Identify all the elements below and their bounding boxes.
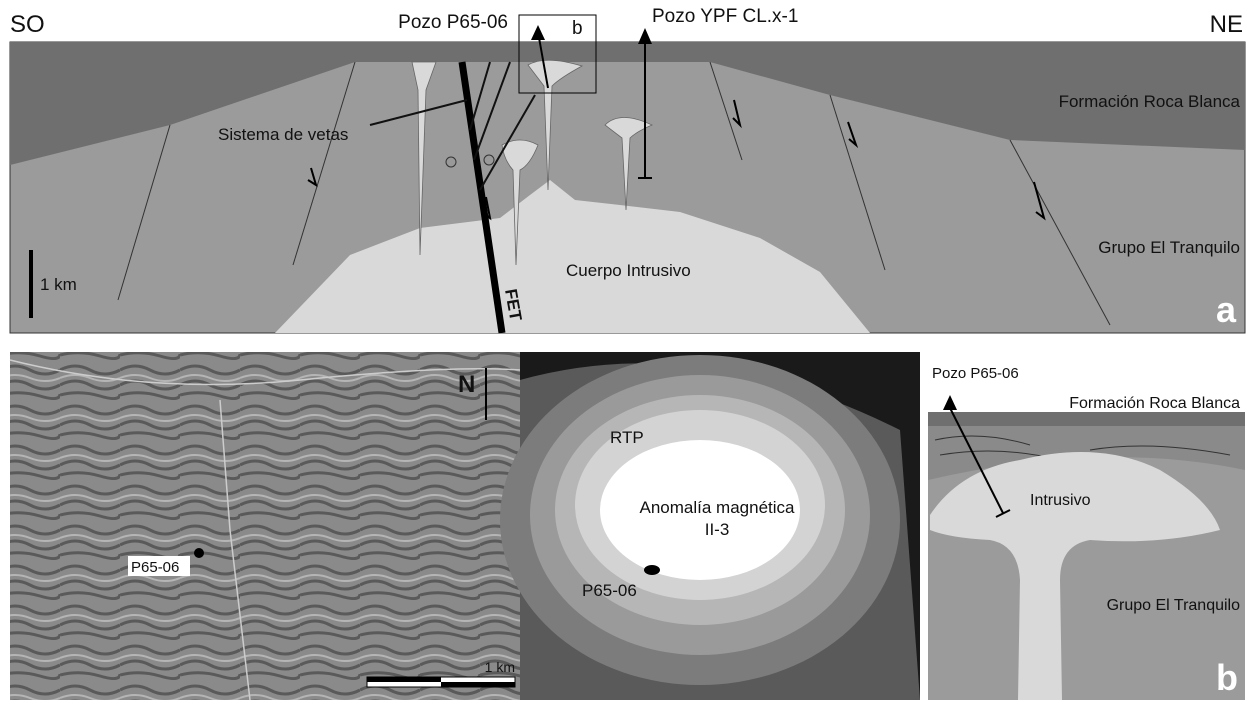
figure: SO NE Pozo P65-06 b Pozo YPF CL.x-1 Form… — [0, 0, 1254, 700]
detail-section: Pozo P65-06 Formación Roca Blanca Intrus… — [928, 365, 1245, 700]
intrusive-label: Intrusivo — [1030, 492, 1091, 509]
well-label: Pozo YPF CL.x-1 — [652, 6, 798, 27]
image-background — [10, 352, 520, 700]
satellite-image: P65-06 N 1 km — [10, 352, 520, 700]
movement-symbol — [446, 157, 456, 167]
well-point — [194, 548, 204, 558]
scale-label: 1 km — [40, 275, 77, 294]
unit-label: Formación Roca Blanca — [1059, 92, 1241, 111]
unit-label: Grupo El Tranquilo — [1098, 238, 1240, 257]
right-label: NE — [1210, 11, 1243, 38]
panel-letter: b — [1216, 657, 1238, 698]
veins-label: Sistema de vetas — [218, 125, 348, 144]
north-label: N — [458, 371, 475, 398]
magnetic-map: RTP Anomalía magnética II-3 P65-06 — [500, 352, 920, 700]
inset-label: b — [572, 18, 583, 39]
anomaly-label: Anomalía magnética — [640, 498, 796, 517]
unit-label: Formación Roca Blanca — [1069, 395, 1240, 412]
well-label: P65-06 — [582, 581, 637, 600]
scale-label: 1 km — [485, 659, 515, 675]
filter-label: RTP — [610, 428, 644, 447]
left-label: SO — [10, 11, 45, 38]
cross-section: SO NE Pozo P65-06 b Pozo YPF CL.x-1 Form… — [10, 6, 1245, 333]
anomaly-label: II-3 — [705, 520, 730, 539]
roca-blanca-layer — [928, 412, 1245, 426]
well-label: P65-06 — [131, 559, 179, 576]
panel-letter: a — [1216, 289, 1237, 330]
scale-bar-segment — [441, 682, 515, 687]
intrusive-label: Cuerpo Intrusivo — [566, 261, 691, 280]
well-point — [644, 565, 660, 575]
movement-symbol — [484, 155, 494, 165]
well-arrow — [943, 395, 957, 410]
well-label: Pozo P65-06 — [932, 365, 1019, 382]
unit-label: Grupo El Tranquilo — [1107, 597, 1241, 614]
scale-bar-segment — [367, 677, 441, 682]
well-label: Pozo P65-06 — [398, 12, 508, 33]
